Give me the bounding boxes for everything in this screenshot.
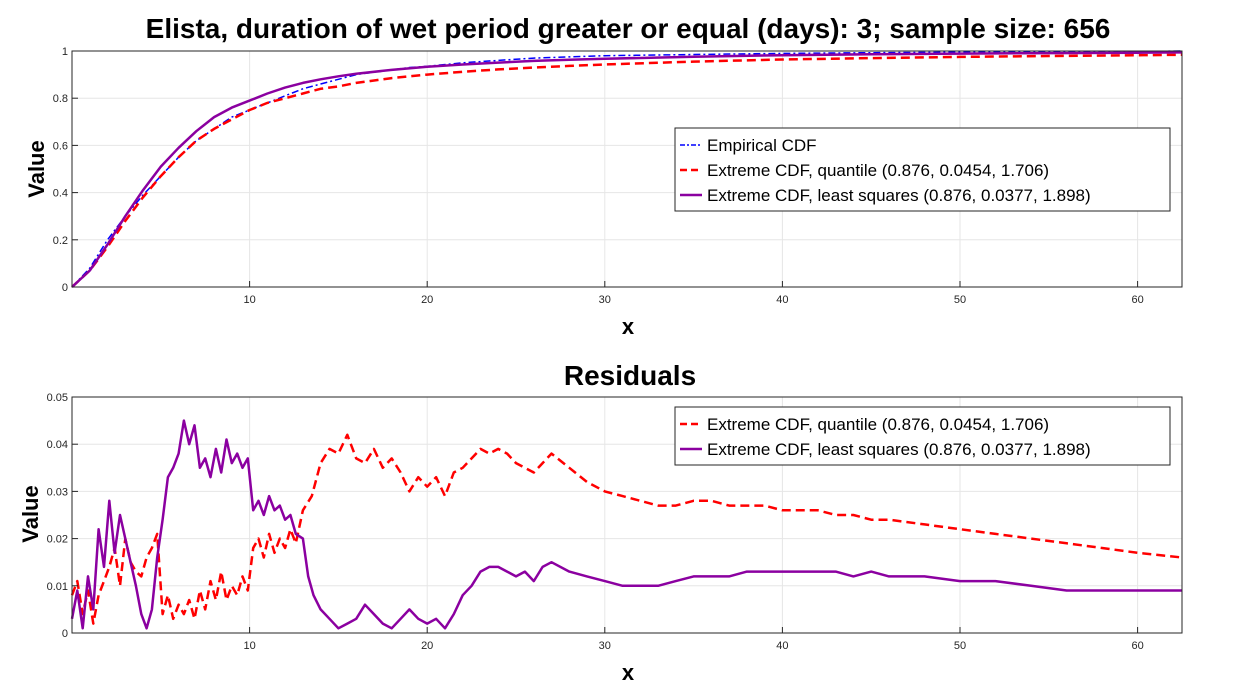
y-tick-label: 0: [62, 282, 68, 294]
residuals-series: [70, 419, 1183, 630]
x-tick-label: 40: [776, 294, 788, 306]
cdf-title: Elista, duration of wet period greater o…: [146, 13, 1111, 44]
cdf-legend: Empirical CDF Extreme CDF, quantile (0.8…: [674, 127, 1171, 212]
cdf-ticks: 10 20 30 40 50 60 0 0.2 0.4 0.6 0.8 1: [53, 46, 1144, 306]
residuals-axes-box: [71, 396, 1183, 634]
cdf-ylabel: Value: [24, 140, 49, 197]
legend-label-least-squares: Extreme CDF, least squares (0.876, 0.037…: [707, 440, 1091, 459]
residuals-ylabel: Value: [18, 485, 43, 542]
residuals-legend-box: [674, 406, 1171, 466]
y-tick-label: 0.04: [47, 439, 68, 451]
legend-label-empirical: Empirical CDF: [707, 136, 817, 155]
y-tick-label: 0.03: [47, 486, 68, 498]
x-tick-label: 10: [243, 640, 255, 652]
y-tick-label: 0.4: [53, 188, 68, 200]
y-tick-label: 1: [62, 46, 68, 58]
residuals-ticks: 10 20 30 40 50 60 0 0.01 0.02 0.03 0.04 0.05: [47, 392, 1144, 652]
y-tick-label: 0.8: [53, 93, 68, 105]
legend-label-quantile: Extreme CDF, quantile (0.876, 0.0454, 1.…: [707, 415, 1049, 434]
y-tick-label: 0.01: [47, 581, 68, 593]
x-tick-label: 10: [243, 294, 255, 306]
series-line-extreme-cdf-least-squares: [70, 419, 1182, 630]
residuals-legend: Extreme CDF, quantile (0.876, 0.0454, 1.…: [674, 406, 1171, 466]
cdf-xlabel: x: [622, 314, 635, 339]
cdf-panel: Elista, duration of wet period greater o…: [24, 13, 1183, 339]
cdf-legend-box: [674, 127, 1171, 212]
series-line-extreme-cdf-least-squares: [71, 51, 1183, 288]
x-tick-label: 30: [599, 294, 611, 306]
x-tick-label: 20: [421, 294, 433, 306]
x-tick-label: 50: [954, 294, 966, 306]
x-tick-label: 40: [776, 640, 788, 652]
residuals-xlabel: x: [622, 660, 635, 685]
x-tick-label: 60: [1131, 294, 1143, 306]
x-tick-label: 50: [954, 640, 966, 652]
x-tick-label: 60: [1131, 640, 1143, 652]
y-tick-label: 0.2: [53, 235, 68, 247]
series-line-extreme-cdf-quantile: [71, 53, 1183, 288]
x-tick-label: 20: [421, 640, 433, 652]
y-tick-label: 0.6: [53, 140, 68, 152]
legend-label-least-squares: Extreme CDF, least squares (0.876, 0.037…: [707, 186, 1091, 205]
y-tick-label: 0: [62, 628, 68, 640]
residuals-title: Residuals: [564, 360, 696, 391]
y-tick-label: 0.02: [47, 534, 68, 546]
legend-label-quantile: Extreme CDF, quantile (0.876, 0.0454, 1.…: [707, 161, 1049, 180]
x-tick-label: 30: [599, 640, 611, 652]
series-line-extreme-cdf-quantile: [70, 433, 1183, 625]
cdf-series: [71, 50, 1183, 288]
y-tick-label: 0.05: [47, 392, 68, 404]
cdf-axes-box: [71, 50, 1183, 288]
residuals-panel: Residuals 10 20 30 40 50 60 0 0.01 0.02 0.03 0.04 0…: [18, 360, 1183, 685]
